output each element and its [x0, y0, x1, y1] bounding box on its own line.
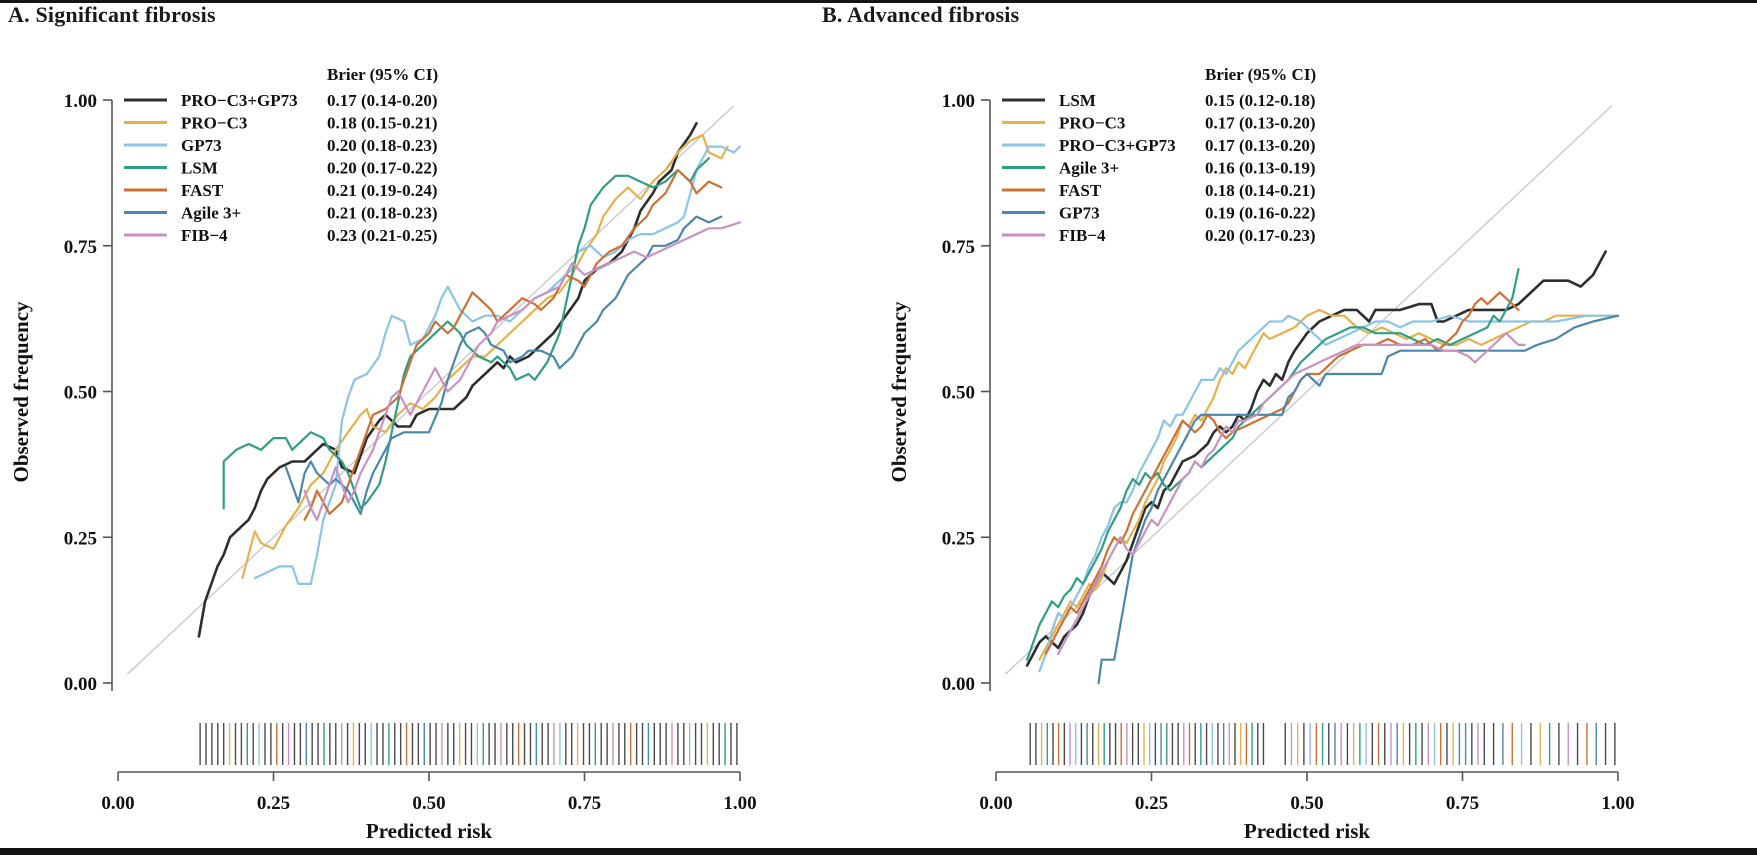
- legend-label-gp73: GP73: [181, 136, 222, 155]
- series-line-gp73: [1097, 314, 1620, 685]
- legend-label-pro-c3-gp73: PRO−C3+GP73: [1059, 136, 1176, 155]
- legend-brier-pro-c3-gp73: 0.17 (0.13-0.20): [1205, 136, 1315, 155]
- legend-header: Brier (95% CI): [1205, 65, 1316, 84]
- series-line-fib-4: [303, 221, 742, 521]
- x-tick-label: 1.00: [1601, 793, 1634, 814]
- x-tick-label: 0.25: [1135, 793, 1168, 814]
- x-tick-label: 0.50: [412, 793, 445, 814]
- legend-label-agile-3: Agile 3+: [1059, 159, 1119, 178]
- legend-label-gp73: GP73: [1059, 204, 1100, 223]
- panel-advanced-fibrosis: 0.00 0.25 0.50 0.75 1.00 0.00 0.25 0.50 0.75 1.00…: [878, 28, 1756, 848]
- legend-label-pro-c3-gp73: PRO−C3+GP73: [181, 91, 298, 110]
- y-tick-label: 0.25: [64, 528, 97, 549]
- legend-brier-gp73: 0.19 (0.16-0.22): [1205, 204, 1315, 223]
- y-tick-label: 0.00: [942, 674, 975, 695]
- legend-label-lsm: LSM: [181, 159, 218, 178]
- series-line-pro-c3-gp73: [1038, 314, 1620, 673]
- series-line-lsm: [1025, 250, 1607, 667]
- legend-brier-lsm: 0.15 (0.12-0.18): [1205, 91, 1315, 110]
- legend-brier-agile-3: 0.21 (0.18-0.23): [327, 204, 437, 223]
- x-tick-label: 0.75: [568, 793, 601, 814]
- legend-brier-fib-4: 0.20 (0.17-0.23): [1205, 226, 1315, 245]
- series-line-gp73: [253, 145, 742, 586]
- legend-label-pro-c3: PRO−C3: [181, 114, 247, 133]
- x-axis-title: Predicted risk: [1244, 819, 1370, 843]
- y-axis-title: Observed frequency: [9, 301, 33, 483]
- legend-label-fast: FAST: [181, 181, 224, 200]
- legend-brier-gp73: 0.20 (0.18-0.23): [327, 136, 437, 155]
- top-border-bar: [0, 0, 1757, 3]
- legend-brier-pro-c3-gp73: 0.17 (0.14-0.20): [327, 91, 437, 110]
- legend-label-fib-4: FIB−4: [1059, 226, 1106, 245]
- y-tick-label: 0.50: [64, 383, 97, 404]
- series-line-agile-3: [1026, 268, 1520, 661]
- x-tick-label: 0.50: [1290, 793, 1323, 814]
- y-tick-label: 0.75: [942, 237, 975, 258]
- legend-brier-fib-4: 0.23 (0.21-0.25): [327, 226, 437, 245]
- series-line-agile-3: [284, 215, 723, 515]
- x-axis-title: Predicted risk: [366, 819, 492, 843]
- panels-container: 0.00 0.25 0.50 0.75 1.00 0.00 0.25 0.50 0.75 1.00…: [0, 28, 1756, 848]
- legend-label-pro-c3: PRO−C3: [1059, 114, 1125, 133]
- panel-a-title: A. Significant fibrosis: [8, 2, 216, 27]
- series-line-fast: [303, 168, 723, 521]
- diagonal-reference-line: [1004, 105, 1613, 675]
- panel-a-calibration-plot: 0.00 0.25 0.50 0.75 1.00 0.00 0.25 0.50 0.75 1.00…: [9, 65, 757, 843]
- panel-significant-fibrosis: 0.00 0.25 0.50 0.75 1.00 0.00 0.25 0.50 0.75 1.00…: [0, 28, 878, 848]
- legend-label-fast: FAST: [1059, 181, 1102, 200]
- legend-brier-agile-3: 0.16 (0.13-0.19): [1205, 159, 1315, 178]
- bottom-border-bar: [0, 848, 1757, 855]
- diagonal-reference-line: [126, 105, 735, 675]
- y-tick-label: 0.75: [64, 237, 97, 258]
- legend-brier-fast: 0.21 (0.19-0.24): [327, 181, 437, 200]
- legend-brier-pro-c3: 0.18 (0.15-0.21): [327, 114, 437, 133]
- y-tick-label: 1.00: [64, 91, 97, 112]
- x-tick-label: 1.00: [723, 793, 756, 814]
- legend-brier-fast: 0.18 (0.14-0.21): [1205, 181, 1315, 200]
- legend-label-fib-4: FIB−4: [181, 226, 228, 245]
- x-tick-label: 0.25: [257, 793, 290, 814]
- y-tick-label: 1.00: [942, 91, 975, 112]
- x-tick-label: 0.75: [1446, 793, 1479, 814]
- series-line-fast: [1044, 291, 1520, 656]
- y-tick-label: 0.00: [64, 674, 97, 695]
- legend-label-lsm: LSM: [1059, 91, 1096, 110]
- panel-b-title: B. Advanced fibrosis: [822, 2, 1020, 27]
- y-tick-label: 0.50: [942, 383, 975, 404]
- legend-brier-lsm: 0.20 (0.17-0.22): [327, 159, 437, 178]
- x-tick-label: 0.00: [979, 793, 1012, 814]
- y-axis-title: Observed frequency: [887, 301, 911, 483]
- y-tick-label: 0.25: [942, 528, 975, 549]
- x-tick-label: 0.00: [101, 793, 134, 814]
- panel-b-calibration-plot: 0.00 0.25 0.50 0.75 1.00 0.00 0.25 0.50 0.75 1.00…: [887, 65, 1635, 843]
- series-line-pro-c3: [1038, 308, 1620, 661]
- legend-brier-pro-c3: 0.17 (0.13-0.20): [1205, 114, 1315, 133]
- legend-label-agile-3: Agile 3+: [181, 204, 241, 223]
- series-line-fib-4: [1057, 332, 1526, 656]
- legend-header: Brier (95% CI): [327, 65, 438, 84]
- series-line-pro-c3: [241, 133, 729, 580]
